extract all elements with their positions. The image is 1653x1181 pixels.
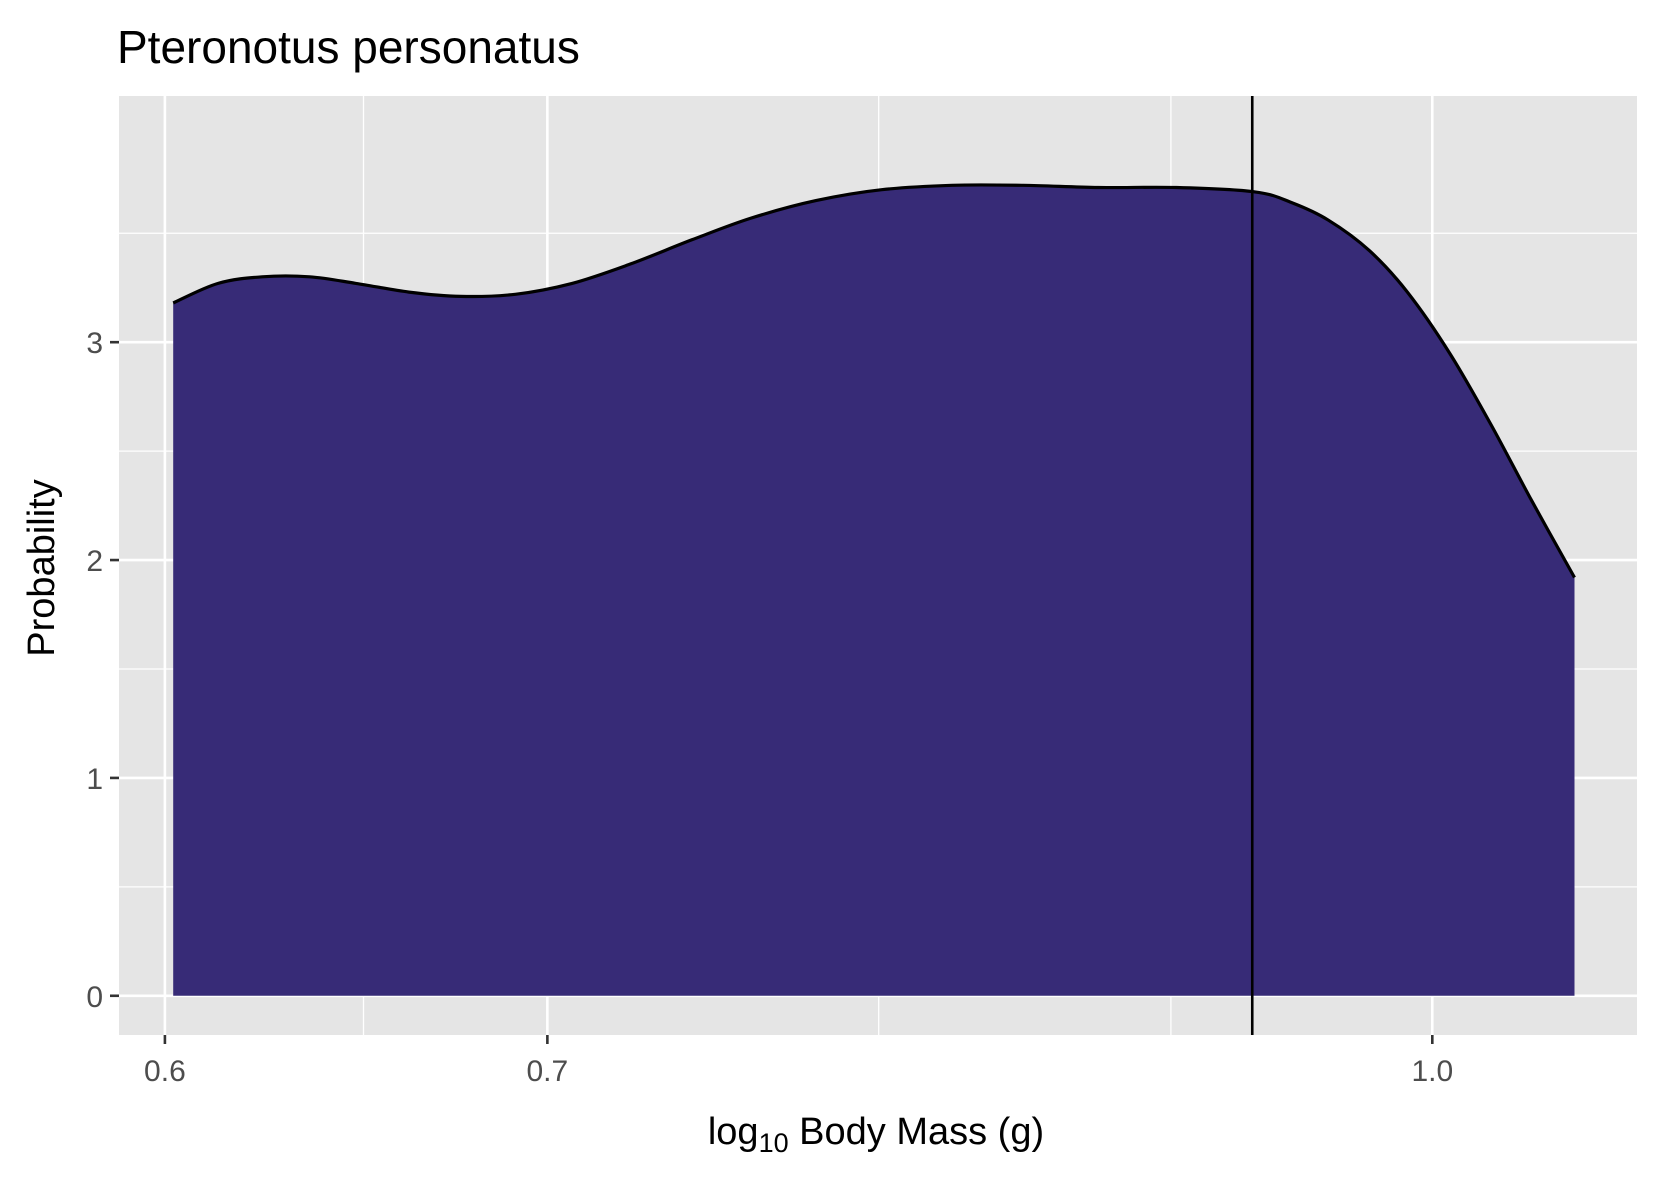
density-area	[173, 184, 1575, 996]
y-tick-label: 2	[86, 545, 103, 578]
y-tick-label: 0	[86, 981, 103, 1014]
chart-title: Pteronotus personatus	[117, 21, 580, 73]
density-curve	[172, 183, 1576, 579]
x-axis-title-text: Body Mass (g)	[789, 1111, 1045, 1153]
x-tick-label: 1.0	[1411, 1055, 1453, 1088]
x-axis-title-subscript: 10	[759, 1128, 789, 1158]
x-tick-label: 0.7	[527, 1055, 569, 1088]
x-axis-title: log10 Body Mass (g)	[708, 1111, 1044, 1158]
x-axis: 0.6 0.7 1.0	[144, 1035, 1453, 1088]
x-axis-title-log: log	[708, 1111, 759, 1153]
y-axis: 0 1 2 3	[86, 327, 119, 1014]
y-tick-label: 3	[86, 327, 103, 360]
y-axis-title: Probability	[21, 479, 63, 656]
x-tick-label: 0.6	[144, 1055, 186, 1088]
y-tick-label: 1	[86, 763, 103, 796]
